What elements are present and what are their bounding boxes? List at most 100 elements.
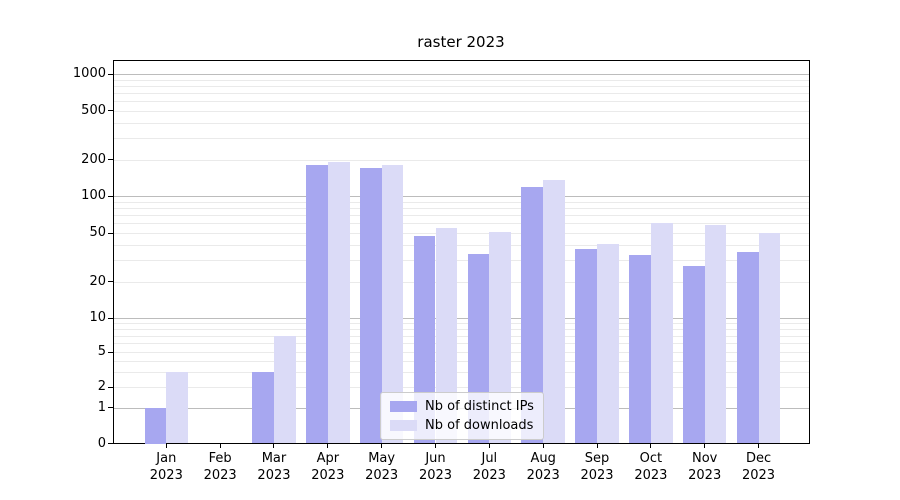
x-tick-mark	[596, 444, 598, 448]
y-tick-mark	[108, 232, 113, 234]
legend-item-distinct-ips: Nb of distinct IPs	[390, 399, 534, 414]
bar-downloads-aug	[543, 180, 565, 444]
y-tick-label: 20	[89, 273, 106, 289]
x-tick-mark	[165, 444, 167, 448]
x-tick-month: Oct	[639, 451, 663, 466]
bar-downloads-oct	[650, 223, 673, 444]
y-tick-mark	[108, 407, 113, 408]
gridline-minor	[114, 260, 809, 262]
gridline-major	[114, 318, 809, 320]
x-tick-label-mar: Mar 2023	[239, 451, 309, 484]
legend-item-downloads: Nb of downloads	[390, 418, 534, 433]
x-tick-mark	[273, 444, 275, 448]
x-tick-month: Sep	[584, 451, 610, 466]
legend: Nb of distinct IPs Nb of downloads	[380, 392, 544, 440]
x-tick-year: 2023	[365, 467, 399, 483]
gridline-minor	[114, 371, 809, 373]
gridline-minor	[114, 223, 809, 225]
gridline-minor	[114, 208, 809, 210]
y-tick-label: 1000	[72, 66, 106, 82]
gridline-minor	[114, 343, 809, 345]
legend-swatch-downloads-icon	[390, 420, 417, 431]
x-tick-month: Feb	[208, 451, 232, 466]
y-tick-label: 100	[81, 188, 106, 204]
bar-distinct-ips-dec	[736, 251, 759, 444]
gridline-minor	[114, 281, 809, 283]
y-tick-mark	[108, 281, 113, 283]
gridline-minor	[114, 233, 809, 235]
gridline-minor	[114, 201, 809, 203]
gridline-minor	[114, 360, 809, 362]
y-tick-label: 200	[81, 151, 106, 167]
x-tick-mark	[488, 444, 490, 448]
x-tick-mark	[219, 444, 221, 448]
y-tick-label: 10	[89, 310, 106, 326]
x-tick-label-jun: Jun 2023	[401, 451, 471, 484]
bar-distinct-ips-sep	[575, 249, 598, 444]
y-tick-label: 2	[97, 379, 106, 394]
x-tick-month: Jan	[156, 451, 177, 466]
x-tick-year: 2023	[149, 467, 183, 483]
x-tick-mark	[435, 444, 436, 448]
bar-distinct-ips-nov	[682, 265, 705, 444]
gridline-minor	[114, 387, 809, 388]
y-tick-mark	[108, 195, 113, 197]
x-tick-mark	[327, 444, 329, 448]
x-tick-year: 2023	[688, 467, 722, 483]
bar-downloads-jan	[166, 371, 189, 444]
x-tick-mark	[381, 444, 383, 448]
x-tick-year: 2023	[311, 467, 345, 483]
y-tick-mark	[108, 73, 113, 75]
plot-area	[113, 60, 810, 444]
x-tick-mark	[542, 444, 544, 448]
x-tick-year: 2023	[257, 467, 291, 483]
x-tick-month: Jun	[425, 451, 446, 466]
gridline-major	[114, 196, 809, 198]
y-tick-mark	[108, 386, 113, 388]
x-tick-mark	[758, 444, 760, 448]
gridline-minor	[114, 159, 809, 161]
x-tick-year: 2023	[203, 467, 237, 483]
gridline-minor	[114, 110, 809, 112]
bar-downloads-apr	[327, 162, 350, 444]
y-tick-mark	[108, 317, 113, 319]
x-tick-label-sep: Sep 2023	[562, 451, 632, 484]
x-tick-month: May	[368, 451, 396, 466]
y-tick-mark	[108, 110, 113, 112]
y-tick-label: 0	[97, 435, 106, 451]
bar-distinct-ips-jun	[413, 236, 436, 444]
x-tick-label-oct: Oct 2023	[616, 451, 686, 484]
x-tick-label-aug: Aug 2023	[508, 451, 578, 484]
y-tick-label: 500	[81, 102, 106, 118]
x-tick-label-jan: Jan 2023	[131, 451, 201, 484]
x-tick-label-may: May 2023	[347, 451, 417, 484]
legend-label-downloads: Nb of downloads	[425, 418, 534, 433]
y-tick-label: 1	[97, 399, 106, 415]
gridline-minor	[114, 79, 809, 81]
x-tick-year: 2023	[418, 467, 453, 483]
x-tick-month: Jul	[481, 451, 498, 466]
y-tick-label: 5	[97, 344, 106, 359]
x-tick-mark	[650, 444, 652, 448]
bar-distinct-ips-jan	[144, 407, 167, 444]
bar-downloads-jun	[435, 228, 458, 444]
x-tick-mark	[704, 444, 706, 448]
x-tick-month: Dec	[745, 451, 772, 466]
x-tick-label-dec: Dec 2023	[724, 451, 794, 484]
gridline-minor	[114, 335, 809, 337]
legend-label-distinct-ips: Nb of distinct IPs	[425, 399, 534, 414]
bar-downloads-sep	[597, 243, 619, 444]
gridline-minor	[114, 101, 809, 103]
gridline-minor	[114, 329, 809, 331]
x-tick-year: 2023	[526, 467, 560, 483]
x-tick-month: Nov	[692, 451, 718, 466]
bar-distinct-ips-may	[359, 168, 382, 444]
x-tick-year: 2023	[580, 467, 614, 483]
bar-distinct-ips-mar	[252, 371, 274, 444]
bar-downloads-may	[381, 165, 404, 444]
y-tick-mark	[108, 159, 113, 161]
x-tick-label-jul: Jul 2023	[454, 451, 524, 484]
bar-downloads-dec	[758, 233, 781, 444]
x-tick-month: Apr	[316, 451, 340, 466]
bar-distinct-ips-oct	[629, 255, 651, 444]
